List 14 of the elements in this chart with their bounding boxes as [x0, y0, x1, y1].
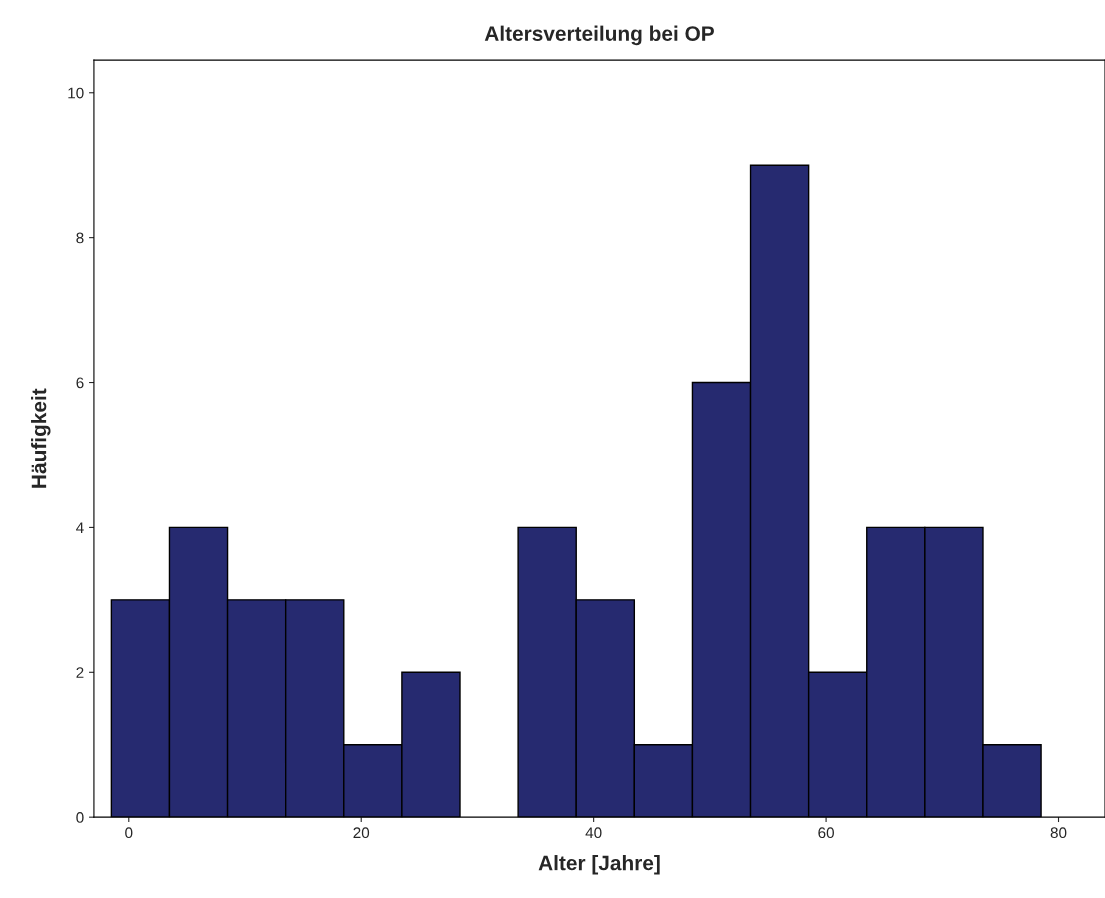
y-axis-title: Häufigkeit: [31, 388, 51, 488]
y-tick-label: 8: [76, 232, 84, 244]
x-tick-label: 20: [353, 827, 370, 839]
x-tick-label: 40: [585, 827, 602, 839]
y-tick-label: 6: [76, 377, 84, 389]
x-tick-label: 0: [125, 827, 133, 839]
y-tick-label: 10: [68, 87, 84, 99]
chart-title: Altersverteilung bei OP: [484, 25, 714, 46]
y-tick-label: 0: [76, 812, 84, 823]
y-tick-label: 2: [76, 667, 84, 678]
x-tick-label: 80: [1050, 827, 1067, 839]
x-tick-label: 60: [818, 827, 834, 839]
x-axis-title: Alter [Jahre]: [538, 855, 660, 875]
y-tick-label: 4: [76, 522, 84, 533]
